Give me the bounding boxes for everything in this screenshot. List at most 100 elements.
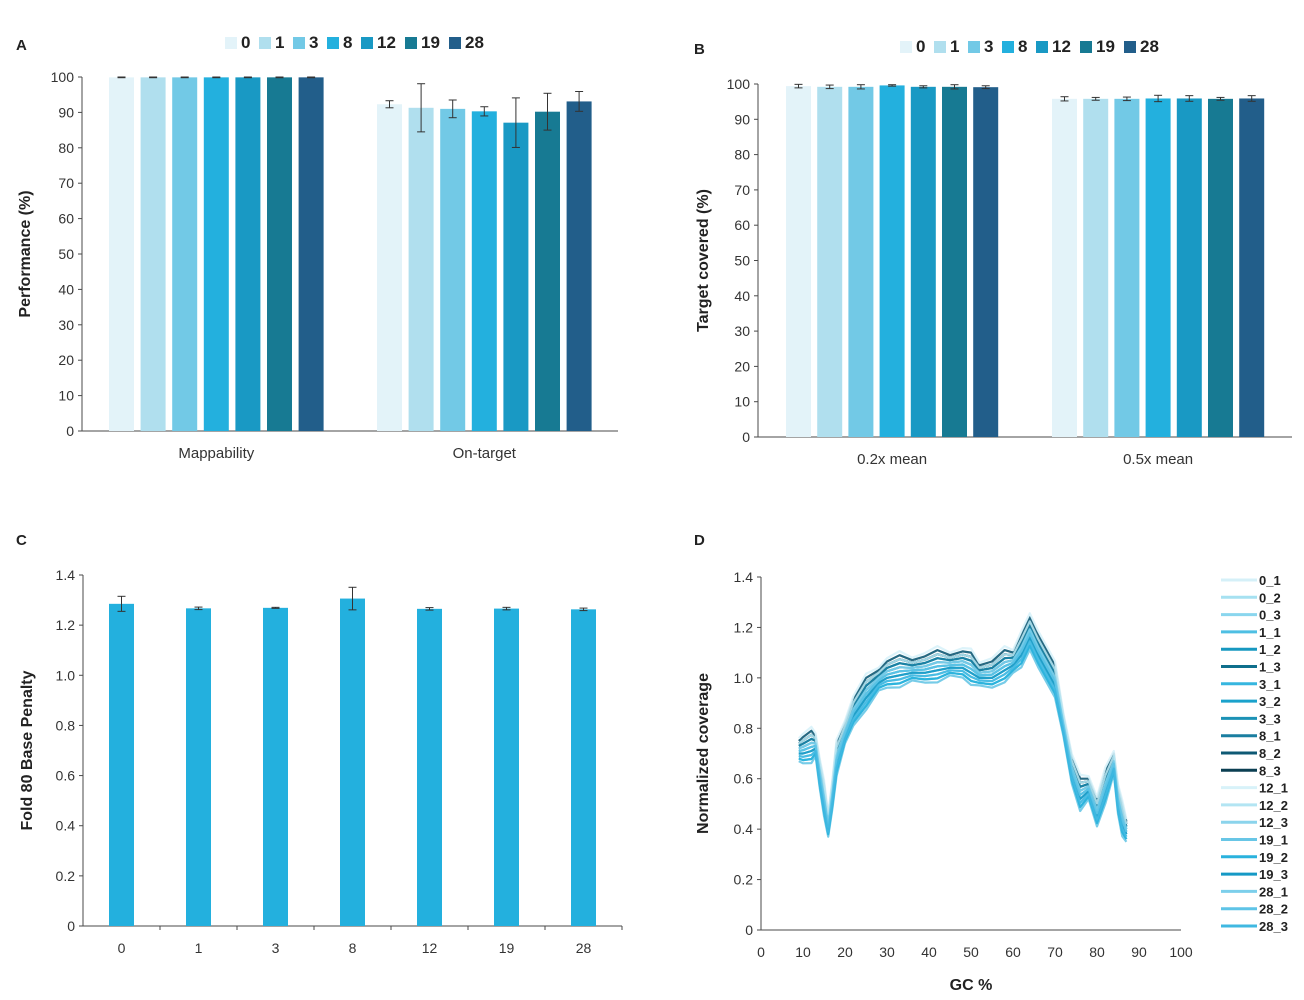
legend-label-8_2: 8_2 xyxy=(1259,746,1281,761)
legend-label-12_3: 12_3 xyxy=(1259,815,1288,830)
x-tick-label: 100 xyxy=(1169,944,1193,960)
bar-On-target-1 xyxy=(408,107,434,431)
series-line-28_3 xyxy=(798,640,1128,838)
y-tick-label: 0 xyxy=(66,423,74,439)
legend-label-8: 8 xyxy=(1018,37,1027,56)
legend-label-19: 19 xyxy=(421,33,440,52)
panel-label: B xyxy=(694,41,705,58)
series-line-19_1 xyxy=(798,648,1128,843)
panel-a: A 0 1 3 8 12 19 28 0 10 20 30 40 50 60 70 80 90 100 Mappabi… xyxy=(16,33,618,462)
y-axis-title: Performance (%) xyxy=(17,190,34,317)
bar-0.5x mean-1 xyxy=(1083,98,1109,438)
panel-label: D xyxy=(694,532,705,549)
y-tick-label: 60 xyxy=(58,211,74,227)
legend-label-1_3: 1_3 xyxy=(1259,660,1281,675)
bar-Mappability-8 xyxy=(203,77,229,431)
bar-0.5x mean-19 xyxy=(1208,98,1233,438)
bar-28 xyxy=(571,609,596,926)
bar-8 xyxy=(340,598,365,926)
legend-label-0_3: 0_3 xyxy=(1259,608,1281,623)
y-tick-label: 90 xyxy=(58,104,74,120)
y-tick-label: 20 xyxy=(58,352,74,368)
legend-label-3_3: 3_3 xyxy=(1259,711,1281,726)
legend-label-28: 28 xyxy=(1140,37,1159,56)
legend-label-0_2: 0_2 xyxy=(1259,590,1281,605)
bar-On-target-8 xyxy=(471,111,497,431)
y-tick-label: 100 xyxy=(727,76,751,92)
bar-0.2x mean-3 xyxy=(848,86,874,437)
x-tick-label: 0 xyxy=(118,940,126,956)
y-tick-label: 30 xyxy=(58,317,74,333)
legend-swatch-0 xyxy=(225,37,237,49)
bar-On-target-28 xyxy=(566,101,592,432)
legend-label-1_1: 1_1 xyxy=(1259,625,1281,640)
bar-19 xyxy=(494,608,519,926)
y-tick-label: 1.4 xyxy=(734,569,754,585)
legend-label-12: 12 xyxy=(1052,37,1071,56)
bar-Mappability-28 xyxy=(298,77,324,431)
bar-Mappability-1 xyxy=(140,77,166,431)
x-tick-label: 10 xyxy=(795,944,811,960)
bar-1 xyxy=(186,608,211,926)
y-tick-label: 20 xyxy=(734,358,750,374)
bar-0.2x mean-12 xyxy=(910,86,936,437)
y-tick-label: 0.2 xyxy=(734,872,754,888)
bar-0 xyxy=(109,603,134,926)
legend-swatch-19 xyxy=(405,37,417,49)
y-tick-label: 10 xyxy=(58,388,74,404)
x-tick-label: 1 xyxy=(195,940,203,956)
y-tick-label: 0.6 xyxy=(56,768,76,784)
x-tick-label: 0 xyxy=(757,944,765,960)
legend-label-3_1: 3_1 xyxy=(1259,677,1281,692)
y-tick-label: 70 xyxy=(58,175,74,191)
legend-swatch-3 xyxy=(293,37,305,49)
bar-0.2x mean-28 xyxy=(973,87,999,437)
y-tick-label: 70 xyxy=(734,182,750,198)
panel-d: D 0 0.2 0.4 0.6 0.8 1.0 1.2 1.4 0 10 20 30 40 50 60 70 80… xyxy=(694,532,1288,994)
legend-label-1_2: 1_2 xyxy=(1259,642,1281,657)
legend-swatch-1 xyxy=(934,41,946,53)
y-tick-label: 1.0 xyxy=(56,667,76,683)
y-tick-label: 30 xyxy=(734,323,750,339)
x-tick-label: 80 xyxy=(1089,944,1105,960)
legend-label-1: 1 xyxy=(275,33,284,52)
y-tick-label: 0.4 xyxy=(734,821,754,837)
y-axis-title: Target covered (%) xyxy=(695,189,712,332)
x-tick-label: 30 xyxy=(879,944,895,960)
bar-On-target-19 xyxy=(535,111,560,431)
legend-label-3_2: 3_2 xyxy=(1259,694,1281,709)
y-tick-label: 90 xyxy=(734,111,750,127)
legend-label-3: 3 xyxy=(984,37,993,56)
legend-swatch-12 xyxy=(1036,41,1048,53)
bar-0.2x mean-19 xyxy=(942,86,967,437)
legend-label-0: 0 xyxy=(241,33,250,52)
y-tick-label: 10 xyxy=(734,394,750,410)
legend-label-28_1: 28_1 xyxy=(1259,884,1288,899)
bar-Mappability-12 xyxy=(235,77,261,431)
bar-Mappability-3 xyxy=(172,77,198,431)
legend-swatch-8 xyxy=(327,37,339,49)
y-tick-label: 1.0 xyxy=(734,670,754,686)
legend-swatch-28 xyxy=(1124,41,1136,53)
legend-label-12_1: 12_1 xyxy=(1259,781,1288,796)
x-tick-label: 3 xyxy=(272,940,280,956)
y-tick-label: 0.8 xyxy=(56,717,76,733)
y-tick-label: 0.8 xyxy=(734,720,754,736)
legend-label-3: 3 xyxy=(309,33,318,52)
x-tick-label: 8 xyxy=(349,940,357,956)
bar-0.5x mean-3 xyxy=(1114,98,1140,438)
bar-0.5x mean-28 xyxy=(1239,98,1265,438)
legend-swatch-1 xyxy=(259,37,271,49)
legend-label-1: 1 xyxy=(950,37,959,56)
bar-On-target-0 xyxy=(377,104,402,432)
bar-12 xyxy=(417,608,442,926)
y-tick-label: 40 xyxy=(58,281,74,297)
legend-swatch-8 xyxy=(1002,41,1014,53)
bar-3 xyxy=(263,607,288,926)
legend-label-28_2: 28_2 xyxy=(1259,902,1288,917)
legend-swatch-12 xyxy=(361,37,373,49)
x-tick-label: 70 xyxy=(1047,944,1063,960)
y-tick-label: 0 xyxy=(745,922,753,938)
y-tick-label: 80 xyxy=(734,147,750,163)
